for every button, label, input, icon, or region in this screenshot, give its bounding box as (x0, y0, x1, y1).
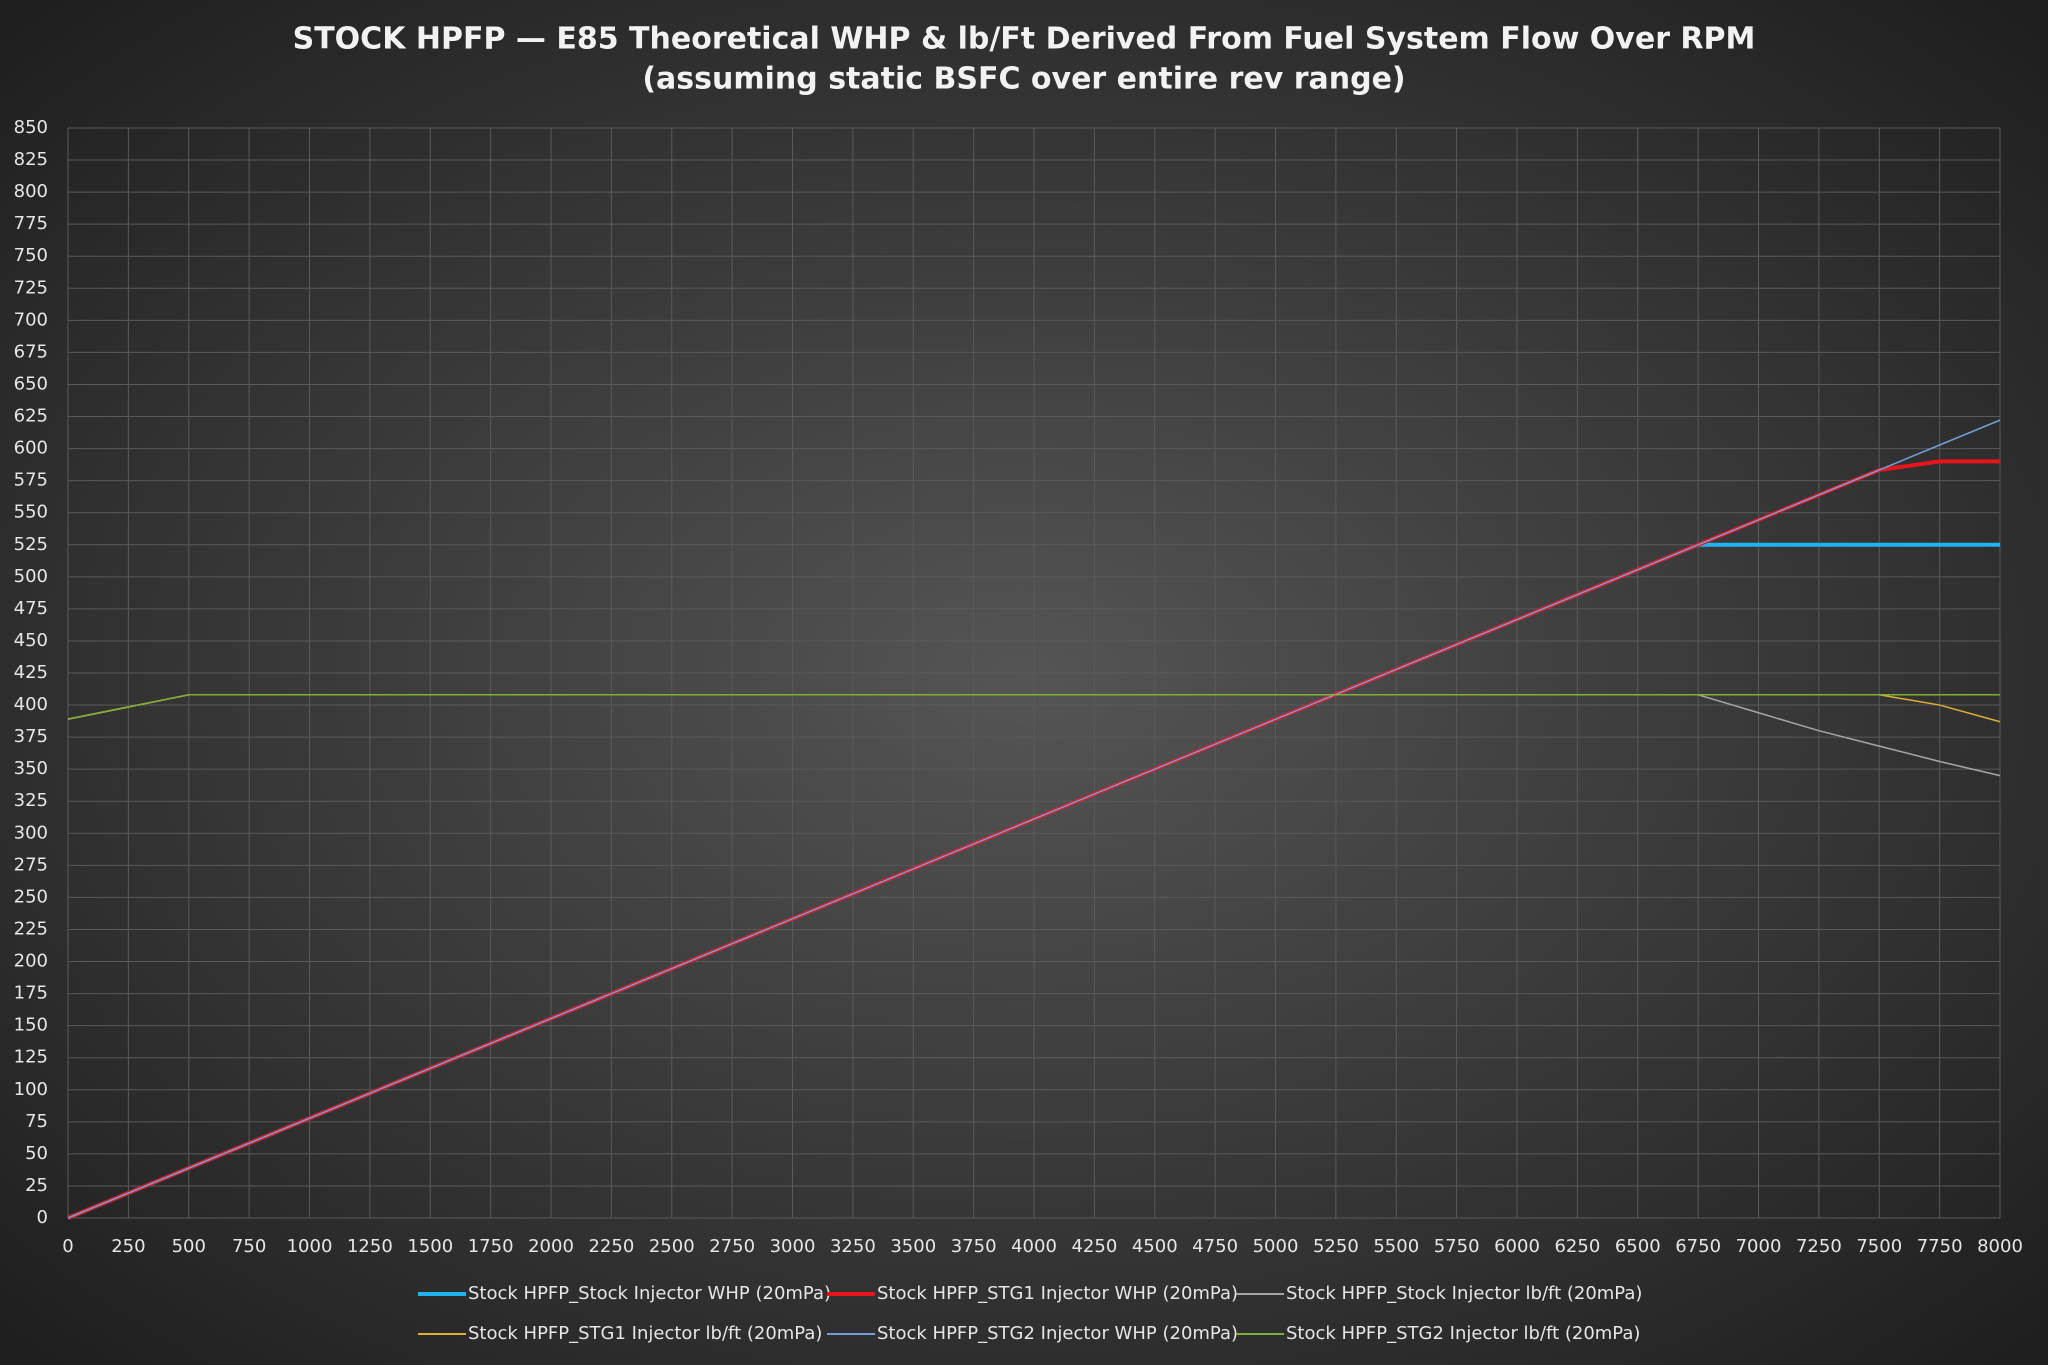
x-tick-label: 4000 (1011, 1236, 1057, 1257)
x-tick-label: 6500 (1615, 1236, 1661, 1257)
y-tick-label: 25 (25, 1175, 48, 1196)
x-tick-label: 500 (172, 1236, 206, 1257)
x-tick-label: 3750 (951, 1236, 997, 1257)
series-line (67, 419, 2001, 1219)
chart-subtitle: (assuming static BSFC over entire rev ra… (642, 62, 1405, 97)
y-tick-label: 0 (37, 1207, 48, 1228)
y-tick-label: 500 (14, 566, 48, 587)
y-tick-label: 125 (14, 1047, 48, 1068)
x-tick-label: 750 (232, 1236, 266, 1257)
y-tick-label: 225 (14, 918, 48, 939)
x-tick-label: 7750 (1917, 1236, 1963, 1257)
x-tick-label: 3000 (770, 1236, 816, 1257)
y-tick-label: 400 (14, 694, 48, 715)
x-tick-label: 6750 (1675, 1236, 1721, 1257)
x-tick-label: 7250 (1796, 1236, 1842, 1257)
legend-label: Stock HPFP_STG1 Injector lb/ft (20mPa) (468, 1323, 822, 1344)
x-tick-label: 5250 (1313, 1236, 1359, 1257)
y-tick-label: 200 (14, 951, 48, 972)
y-tick-label: 475 (14, 598, 48, 619)
x-tick-label: 1000 (287, 1236, 333, 1257)
y-tick-label: 650 (14, 373, 48, 394)
y-tick-label: 600 (14, 438, 48, 459)
chart-title: STOCK HPFP — E85 Theoretical WHP & lb/Ft… (293, 22, 1756, 57)
y-tick-label: 175 (14, 983, 48, 1004)
y-tick-label: 625 (14, 406, 48, 427)
x-tick-label: 1500 (407, 1236, 453, 1257)
legend-label: Stock HPFP_Stock Injector WHP (20mPa) (468, 1283, 831, 1304)
y-tick-label: 425 (14, 662, 48, 683)
y-tick-label: 375 (14, 726, 48, 747)
y-tick-label: 725 (14, 277, 48, 298)
series-line (67, 694, 2000, 720)
x-tick-label: 5750 (1434, 1236, 1480, 1257)
y-tick-label: 850 (14, 117, 48, 138)
legend-label: Stock HPFP_STG1 Injector WHP (20mPa) (877, 1283, 1238, 1304)
y-tick-label: 300 (14, 822, 48, 843)
y-tick-label: 675 (14, 341, 48, 362)
x-tick-label: 5000 (1253, 1236, 1299, 1257)
x-tick-label: 2500 (649, 1236, 695, 1257)
y-tick-label: 275 (14, 854, 48, 875)
x-tick-label: 0 (62, 1236, 73, 1257)
x-tick-label: 250 (111, 1236, 145, 1257)
y-tick-label: 250 (14, 886, 48, 907)
x-tick-label: 3250 (830, 1236, 876, 1257)
legend-label: Stock HPFP_Stock Injector lb/ft (20mPa) (1286, 1283, 1642, 1304)
y-tick-label: 775 (14, 213, 48, 234)
x-tick-label: 7000 (1736, 1236, 1782, 1257)
x-tick-label: 3500 (890, 1236, 936, 1257)
x-tick-label: 2250 (588, 1236, 634, 1257)
x-tick-label: 1750 (468, 1236, 514, 1257)
y-tick-label: 575 (14, 470, 48, 491)
y-tick-label: 525 (14, 534, 48, 555)
x-tick-label: 8000 (1977, 1236, 2023, 1257)
x-tick-label: 4750 (1192, 1236, 1238, 1257)
y-tick-label: 75 (25, 1111, 48, 1132)
y-tick-label: 100 (14, 1079, 48, 1100)
x-tick-label: 6000 (1494, 1236, 1540, 1257)
x-tick-label: 2000 (528, 1236, 574, 1257)
x-tick-label: 6250 (1554, 1236, 1600, 1257)
y-tick-label: 50 (25, 1143, 48, 1164)
y-tick-label: 700 (14, 309, 48, 330)
y-tick-label: 800 (14, 181, 48, 202)
x-tick-label: 4500 (1132, 1236, 1178, 1257)
x-tick-label: 1250 (347, 1236, 393, 1257)
y-tick-label: 825 (14, 149, 48, 170)
x-tick-label: 5500 (1373, 1236, 1419, 1257)
x-tick-label: 7500 (1856, 1236, 1902, 1257)
x-tick-label: 2750 (709, 1236, 755, 1257)
legend-label: Stock HPFP_STG2 Injector WHP (20mPa) (877, 1323, 1238, 1344)
y-tick-label: 550 (14, 502, 48, 523)
y-tick-label: 350 (14, 758, 48, 779)
legend-label: Stock HPFP_STG2 Injector lb/ft (20mPa) (1286, 1323, 1640, 1344)
y-tick-label: 150 (14, 1015, 48, 1036)
y-tick-label: 325 (14, 790, 48, 811)
x-tick-label: 4250 (1071, 1236, 1117, 1257)
y-tick-label: 750 (14, 245, 48, 266)
y-tick-label: 450 (14, 630, 48, 651)
